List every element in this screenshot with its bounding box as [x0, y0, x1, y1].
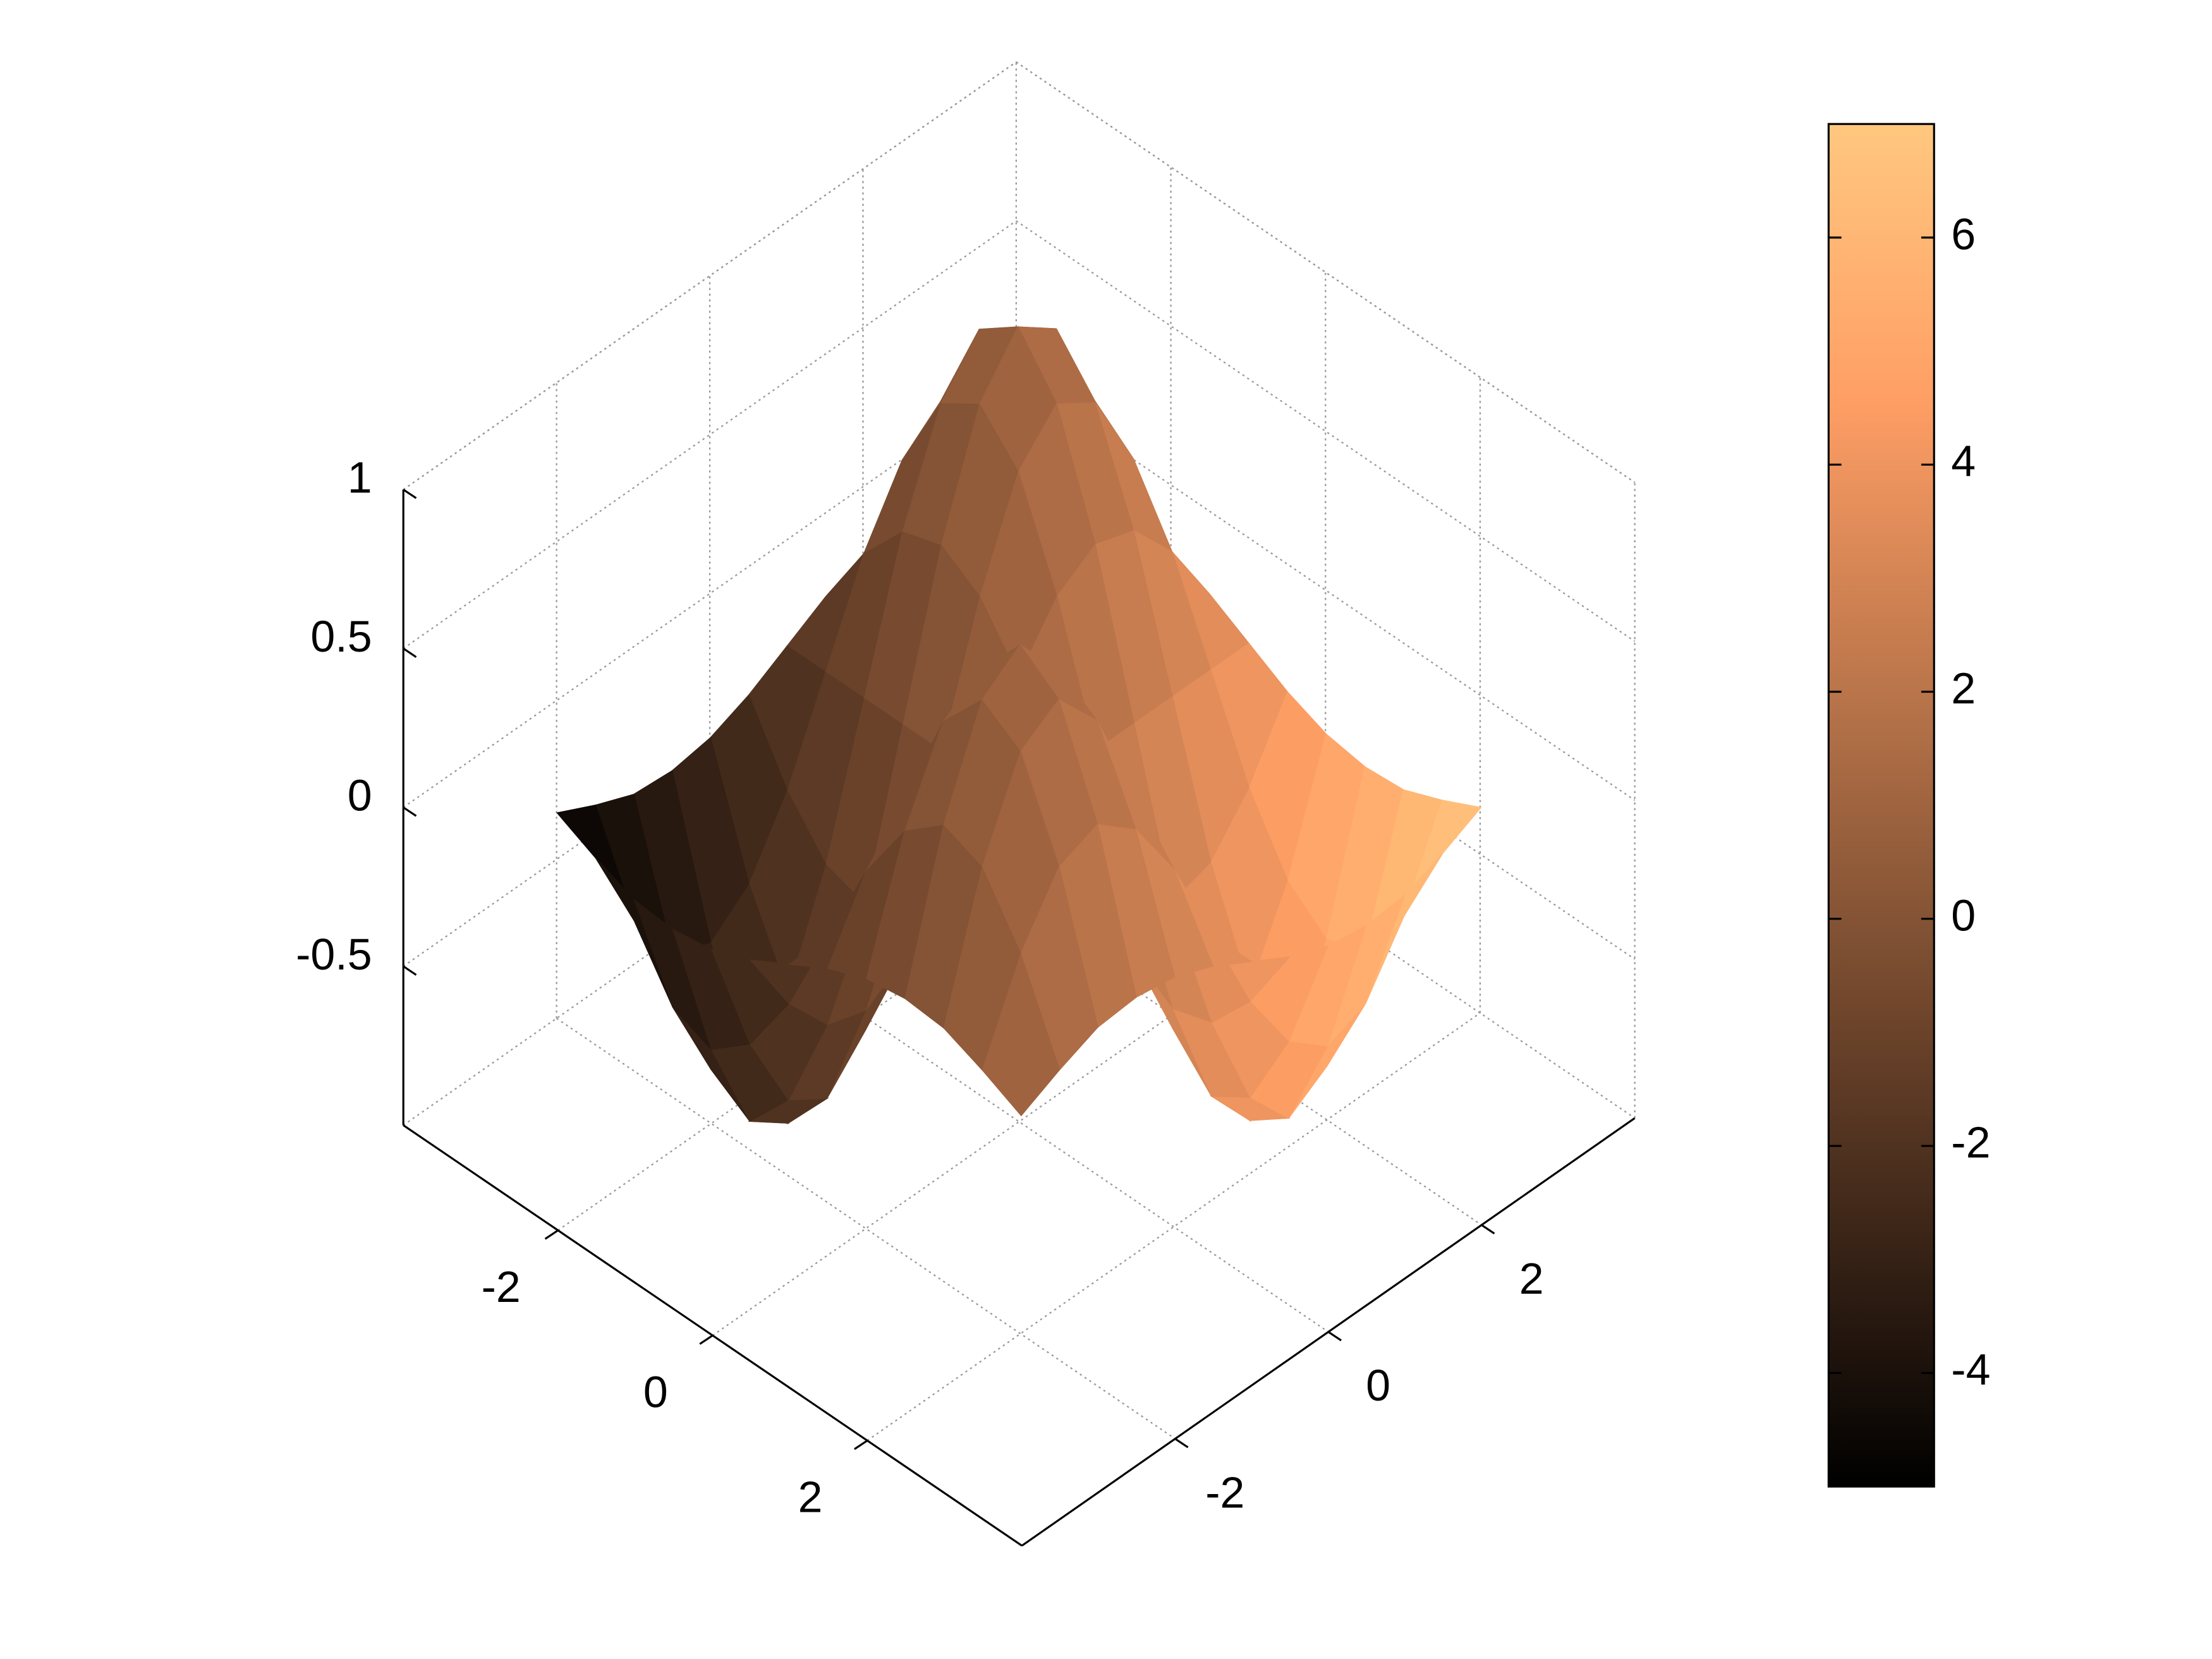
colorbar-tick-label: 6	[1951, 209, 1976, 258]
z-tick	[403, 489, 417, 499]
grid-line	[1016, 220, 1636, 642]
surface-patch	[981, 952, 1060, 1117]
grid-line	[1016, 379, 1636, 801]
colorbar-tick-label: -2	[1951, 1118, 1990, 1167]
grid-line	[556, 1018, 1176, 1440]
surface-layer	[556, 325, 1482, 1125]
axes-layer: -0.5 0 0.5 1 -2 0 2 -2 0 2	[296, 453, 1636, 1547]
x-tick	[854, 1440, 868, 1450]
grid-line	[862, 804, 1482, 1226]
colorbar-tick-label: -4	[1951, 1345, 1990, 1394]
grid-line	[1016, 61, 1636, 483]
x-tick	[544, 1229, 559, 1240]
x-tick-label: 2	[798, 1473, 823, 1522]
z-tick-label: 1	[348, 453, 372, 502]
z-tick-label: 0	[348, 770, 372, 820]
x-tick-label: -2	[482, 1262, 521, 1311]
y-tick-label: 0	[1366, 1361, 1390, 1410]
colorbar	[1827, 123, 1935, 1488]
z-tick	[403, 647, 417, 658]
grid-line	[403, 220, 1017, 650]
colorbar-tick-label: 2	[1951, 664, 1976, 713]
colorbar-layer: -4 -2 0 2 4 6	[1827, 123, 1990, 1488]
box-edge	[1016, 696, 1636, 1119]
z-tick	[403, 965, 417, 976]
y-tick	[1174, 1438, 1189, 1449]
grid-line	[403, 61, 1017, 490]
x-tick-label: 0	[643, 1367, 668, 1416]
z-tick	[403, 806, 417, 817]
y-tick	[1327, 1331, 1342, 1342]
z-tick-label: -0.5	[296, 930, 372, 979]
box-edge	[1016, 61, 1636, 483]
z-tick-label: 0.5	[310, 612, 372, 661]
x-tick	[699, 1334, 714, 1345]
grid-line	[866, 1012, 1481, 1442]
y-tick-label: -2	[1205, 1468, 1244, 1517]
x-axis	[403, 1124, 1023, 1547]
colorbar-tick-label: 0	[1951, 890, 1976, 940]
grid-line	[709, 911, 1329, 1333]
y-tick	[1481, 1224, 1495, 1235]
grid-line	[1016, 538, 1636, 960]
colorbar-tick-label: 4	[1951, 437, 1976, 486]
y-tick-label: 2	[1519, 1254, 1544, 1303]
